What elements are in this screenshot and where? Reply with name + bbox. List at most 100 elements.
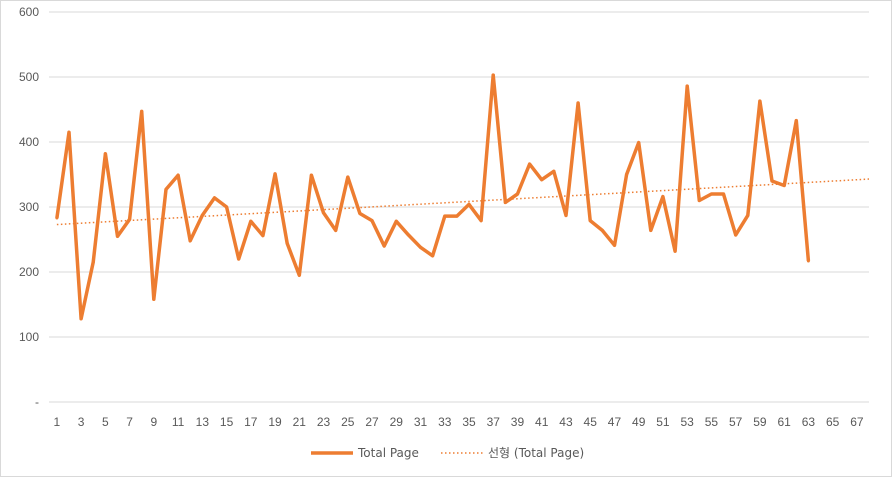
y-tick-label: 200 [19,265,39,279]
data-point [103,152,107,156]
data-point [685,84,689,88]
data-point [297,273,301,277]
x-tick-label: 37 [487,415,501,429]
data-point [225,205,229,209]
x-tick-label: 53 [681,415,695,429]
data-point [358,212,362,215]
data-point [249,219,253,223]
x-tick-label: 51 [656,415,670,429]
data-point [406,233,410,237]
x-tick-label: 13 [196,415,210,429]
x-tick-label: 45 [584,415,598,429]
data-point [722,192,726,196]
data-point [552,169,556,173]
series-line-total-page [55,73,811,321]
y-tick-label: 300 [19,200,39,214]
x-tick-label: 33 [438,415,452,429]
data-point [600,228,604,232]
data-point [806,259,810,263]
x-tick-label: 1 [54,415,61,429]
data-point [431,254,435,258]
data-point [370,219,374,223]
x-tick-label: 49 [632,415,646,429]
data-point [661,195,665,199]
x-tick-label: 9 [151,415,158,429]
data-point [491,73,495,77]
y-tick-label: 400 [19,135,39,149]
data-point [758,99,762,103]
x-tick-label: 57 [729,415,743,429]
data-point [443,214,447,218]
x-tick-label: 55 [705,415,719,429]
data-point [794,119,798,123]
data-point [734,233,738,237]
data-point [285,241,289,245]
data-point [55,216,59,220]
x-tick-label: 35 [462,415,476,429]
legend: Total Page 선형 (Total Page) [311,446,584,460]
data-point [540,178,544,182]
data-point [322,211,326,215]
x-tick-label: 29 [390,415,404,429]
data-point [140,109,144,113]
data-point [309,173,313,177]
data-point [176,173,180,177]
x-tick-label: 31 [414,415,428,429]
data-point [152,297,156,301]
data-point [346,175,350,179]
data-point [79,317,83,321]
data-point [212,196,216,200]
legend-label-trendline: 선형 (Total Page) [488,446,584,460]
data-point [697,199,701,202]
x-tick-label: 39 [511,415,525,429]
x-tick-label: 7 [126,415,133,429]
y-axis-ticks: - 100 200 300 400 500 600 [19,5,39,409]
data-point [188,239,192,243]
data-point [673,249,677,253]
x-tick-label: 15 [220,415,234,429]
y-tick-label: - [35,395,39,409]
data-point [515,192,519,196]
x-tick-label: 67 [850,415,864,429]
data-point [91,260,95,264]
gridlines [49,11,869,403]
x-tick-label: 63 [802,415,816,429]
data-point [67,130,71,134]
data-point [782,184,786,188]
data-point [709,192,713,196]
data-point [467,202,471,206]
data-point [164,187,168,191]
y-tick-label: 500 [19,70,39,84]
data-point [394,219,398,223]
data-point [237,257,241,261]
data-point [419,245,423,249]
x-tick-label: 43 [559,415,573,429]
data-point [503,200,507,204]
data-point [528,162,532,166]
data-point [649,228,653,232]
legend-label-total-page: Total Page [357,446,419,460]
x-tick-label: 19 [268,415,282,429]
data-point [273,172,277,176]
x-tick-label: 61 [777,415,791,429]
data-point [625,173,629,176]
series-layer [55,73,870,321]
x-tick-label: 59 [753,415,767,429]
data-point [770,179,774,183]
y-tick-label: 600 [19,5,39,19]
data-point [115,234,119,238]
y-tick-label: 100 [19,330,39,344]
x-tick-label: 23 [317,415,331,429]
data-point [612,243,616,247]
data-point [479,219,483,223]
x-tick-label: 41 [535,415,549,429]
x-tick-label: 47 [608,415,622,429]
x-tick-label: 65 [826,415,840,429]
x-tick-label: 27 [365,415,379,429]
x-tick-label: 17 [244,415,258,429]
x-axis-ticks: 1 3 5 7 9 11 13 15 17 19 21 23 25 27 29 31 33 35 37 39 41 43 4… [54,415,864,429]
x-tick-label: 25 [341,415,355,429]
x-tick-label: 11 [172,415,185,429]
